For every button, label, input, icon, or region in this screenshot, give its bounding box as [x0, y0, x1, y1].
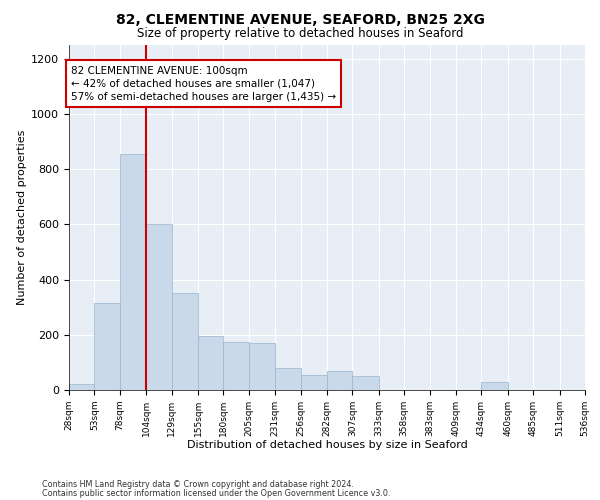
Text: Contains HM Land Registry data © Crown copyright and database right 2024.: Contains HM Land Registry data © Crown c…	[42, 480, 354, 489]
Text: Size of property relative to detached houses in Seaford: Size of property relative to detached ho…	[137, 28, 463, 40]
Bar	[94, 303, 120, 390]
Bar	[198, 336, 223, 390]
Bar	[481, 382, 508, 390]
Bar	[327, 370, 352, 390]
Bar	[275, 368, 301, 390]
Bar	[146, 224, 172, 390]
Bar	[352, 376, 379, 390]
Y-axis label: Number of detached properties: Number of detached properties	[17, 130, 27, 305]
Text: 82, CLEMENTINE AVENUE, SEAFORD, BN25 2XG: 82, CLEMENTINE AVENUE, SEAFORD, BN25 2XG	[116, 12, 484, 26]
X-axis label: Distribution of detached houses by size in Seaford: Distribution of detached houses by size …	[187, 440, 467, 450]
Bar	[172, 294, 198, 390]
Bar	[249, 343, 275, 390]
Text: 82 CLEMENTINE AVENUE: 100sqm
← 42% of detached houses are smaller (1,047)
57% of: 82 CLEMENTINE AVENUE: 100sqm ← 42% of de…	[71, 66, 336, 102]
Bar	[120, 154, 146, 390]
Bar	[69, 384, 94, 390]
Bar	[223, 342, 249, 390]
Bar	[301, 375, 327, 390]
Text: Contains public sector information licensed under the Open Government Licence v3: Contains public sector information licen…	[42, 489, 391, 498]
